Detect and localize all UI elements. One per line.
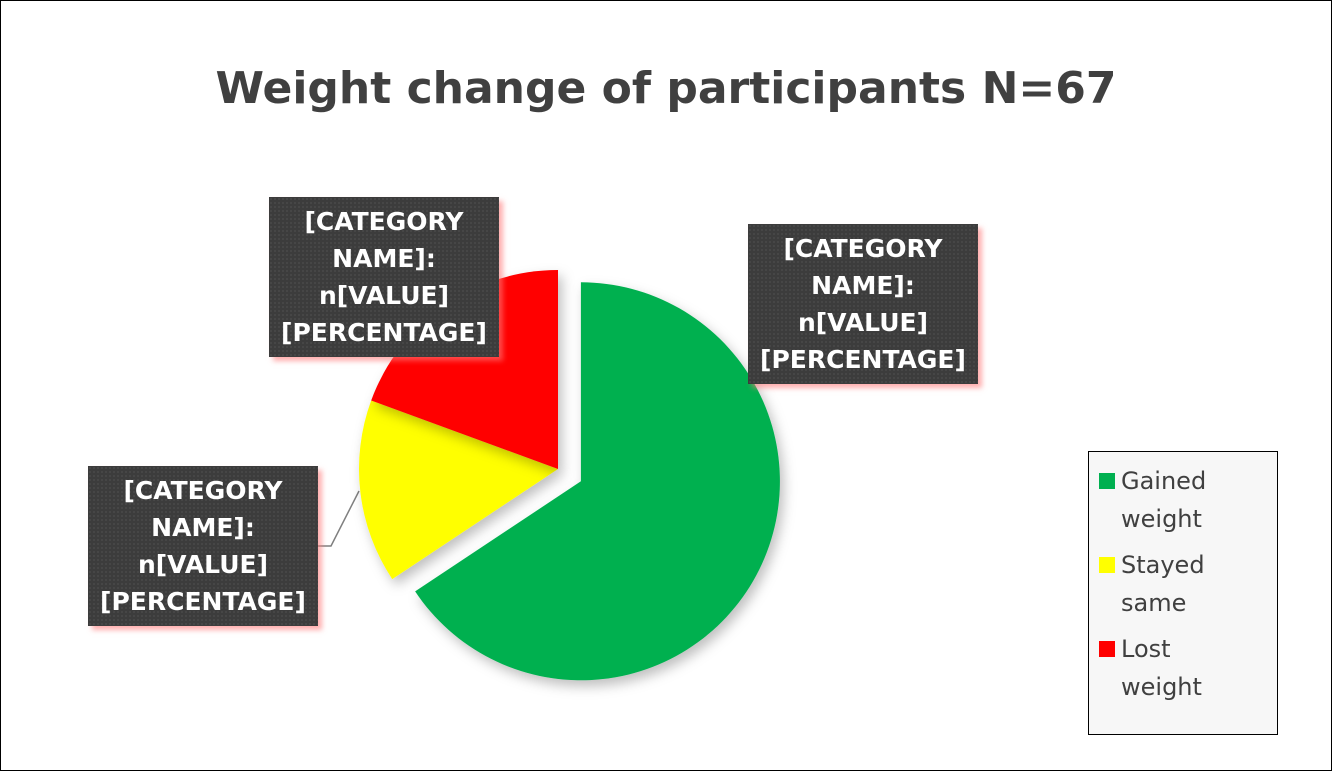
legend-swatch xyxy=(1099,641,1115,657)
data-label: [CATEGORY NAME]: n[VALUE] [PERCENTAGE] xyxy=(88,466,318,626)
legend-item: Stayed same xyxy=(1095,546,1271,622)
chart-title: Weight change of participants N=67 xyxy=(215,63,1117,114)
legend-swatch xyxy=(1099,557,1115,573)
data-label: [CATEGORY NAME]: n[VALUE] [PERCENTAGE] xyxy=(269,197,499,357)
legend-item: Lost weight xyxy=(1095,630,1271,706)
legend-label: Lost weight xyxy=(1121,635,1202,701)
data-label: [CATEGORY NAME]: n[VALUE] [PERCENTAGE] xyxy=(748,224,978,384)
pie-slice xyxy=(415,282,780,681)
pie-slice xyxy=(359,400,558,580)
legend-label: Stayed same xyxy=(1121,551,1205,617)
pie-slice xyxy=(371,270,558,469)
legend-item: Gained weight xyxy=(1095,462,1271,538)
leader-line xyxy=(317,490,360,547)
legend-label: Gained weight xyxy=(1121,467,1207,533)
legend-swatch xyxy=(1099,473,1115,489)
legend: Gained weight Stayed same Lost weight xyxy=(1088,451,1278,735)
